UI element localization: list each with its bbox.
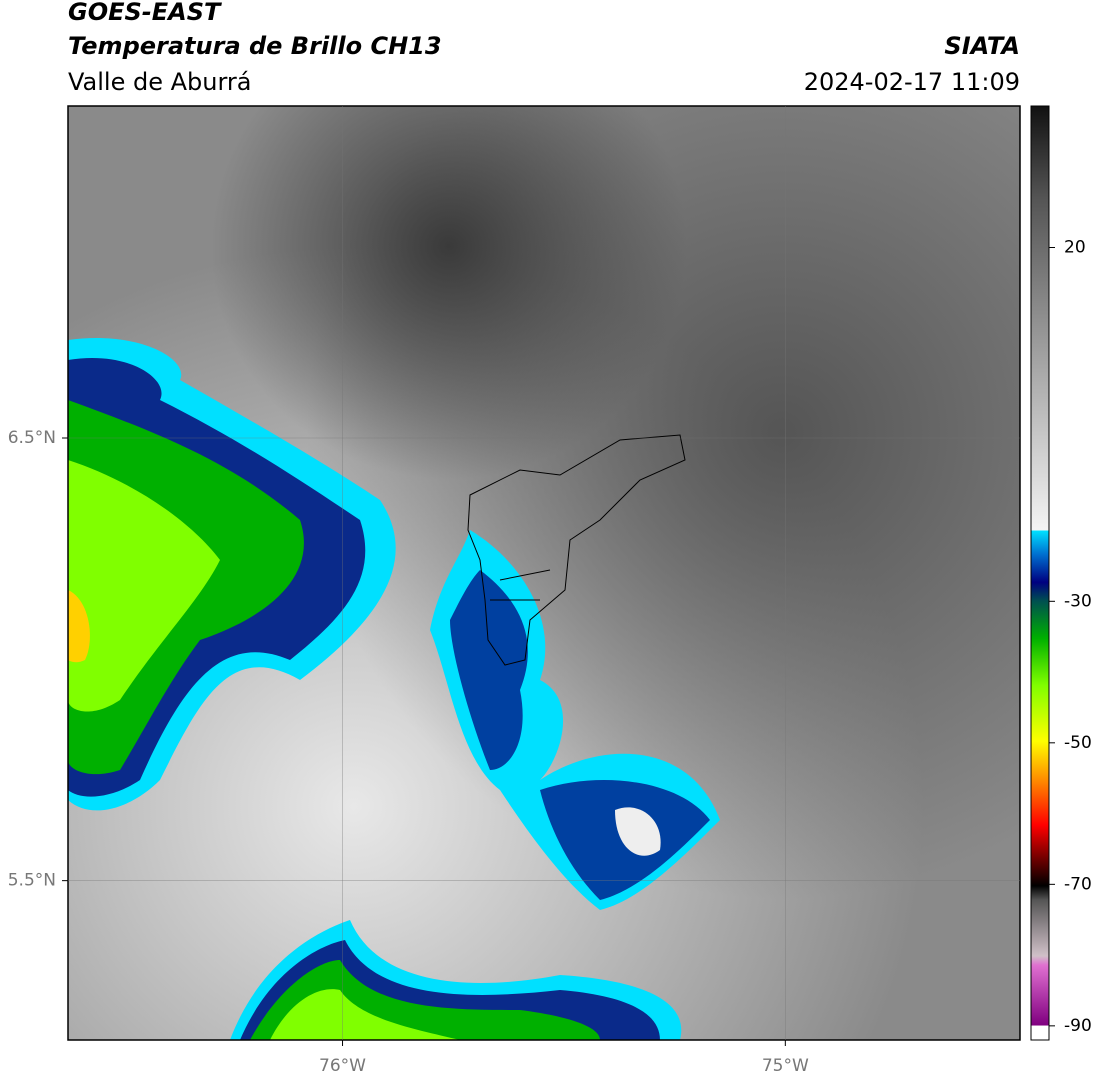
colorbar bbox=[1030, 105, 1050, 1041]
y-tick-label: 5.5°N bbox=[8, 871, 56, 891]
map-image bbox=[68, 106, 1020, 1040]
colorbar-tick-label: 20 bbox=[1064, 238, 1086, 258]
region: Valle de Aburrá bbox=[68, 68, 252, 96]
y-tick-label: 6.5°N bbox=[8, 428, 56, 448]
colorbar-tick-label: -30 bbox=[1064, 591, 1092, 611]
x-tick-label: 76°W bbox=[319, 1056, 366, 1076]
subtitle: Temperatura de Brillo CH13 bbox=[68, 32, 442, 60]
colorbar-tick-label: -50 bbox=[1064, 733, 1092, 753]
map-frame bbox=[67, 105, 1021, 1041]
colorbar-tick-label: -70 bbox=[1064, 874, 1092, 894]
colorbar-tick-label: -90 bbox=[1064, 1016, 1092, 1036]
x-tick-label: 75°W bbox=[762, 1056, 809, 1076]
title: GOES-EAST bbox=[68, 0, 222, 26]
source: SIATA bbox=[944, 32, 1020, 60]
datetime: 2024-02-17 11:09 bbox=[804, 68, 1020, 96]
